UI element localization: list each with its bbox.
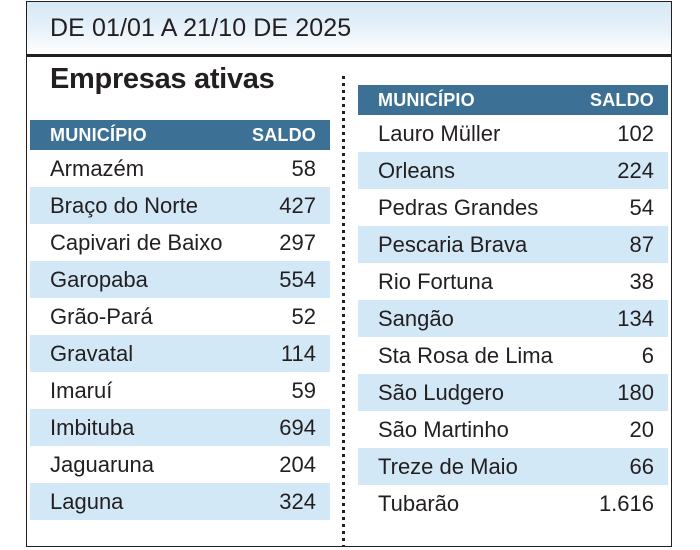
cell-saldo: 1.616 bbox=[598, 490, 654, 516]
table-left: MUNICÍPIO SALDO Armazém 58 Braço do Nort… bbox=[30, 120, 330, 520]
cell-municipio: Jaguaruna bbox=[50, 451, 154, 477]
cell-municipio: Treze de Maio bbox=[378, 453, 518, 479]
cell-municipio: Laguna bbox=[50, 488, 124, 514]
cell-municipio: Garopaba bbox=[50, 266, 148, 292]
cell-saldo: 66 bbox=[629, 453, 654, 479]
cell-saldo: 38 bbox=[629, 268, 654, 294]
cell-municipio: Pedras Grandes bbox=[378, 194, 539, 220]
table-row: Imbituba 694 bbox=[30, 409, 330, 446]
cell-saldo: 52 bbox=[291, 303, 316, 329]
column-header-municipio: MUNICÍPIO bbox=[378, 89, 475, 110]
table-row: Sta Rosa de Lima 6 bbox=[358, 337, 668, 374]
cell-saldo: 204 bbox=[279, 451, 316, 477]
table-row: Orleans 224 bbox=[358, 152, 668, 189]
cell-municipio: Imaruí bbox=[50, 377, 113, 403]
table-row: Tubarão 1.616 bbox=[358, 485, 668, 522]
cell-saldo: 20 bbox=[629, 416, 654, 442]
cell-saldo: 427 bbox=[279, 192, 316, 218]
table-row: Grão-Pará 52 bbox=[30, 298, 330, 335]
table-row: Imaruí 59 bbox=[30, 372, 330, 409]
cell-municipio: São Martinho bbox=[378, 416, 509, 442]
column-header-municipio: MUNICÍPIO bbox=[50, 124, 147, 145]
table-row: Pedras Grandes 54 bbox=[358, 189, 668, 226]
table-row: Jaguaruna 204 bbox=[30, 446, 330, 483]
cell-saldo: 554 bbox=[279, 266, 316, 292]
table-row: Laguna 324 bbox=[30, 483, 330, 520]
table-row: São Ludgero 180 bbox=[358, 374, 668, 411]
cell-saldo: 58 bbox=[291, 155, 316, 181]
cell-municipio: Sangão bbox=[378, 305, 454, 331]
cell-municipio: Orleans bbox=[378, 157, 456, 183]
cell-municipio: Imbituba bbox=[50, 414, 135, 440]
table-row: Sangão 134 bbox=[358, 300, 668, 337]
table-right: MUNICÍPIO SALDO Lauro Müller 102 Orleans… bbox=[358, 85, 668, 522]
cell-municipio: Gravatal bbox=[50, 340, 134, 366]
cell-municipio: Braço do Norte bbox=[50, 192, 198, 218]
page-title: Empresas ativas bbox=[50, 63, 275, 95]
cell-saldo: 59 bbox=[291, 377, 316, 403]
cell-saldo: 54 bbox=[629, 194, 654, 220]
table-row: Braço do Norte 427 bbox=[30, 187, 330, 224]
column-header-saldo: SALDO bbox=[252, 124, 316, 145]
cell-saldo: 6 bbox=[641, 342, 654, 368]
cell-saldo: 102 bbox=[617, 120, 654, 146]
table-row: Capivari de Baixo 297 bbox=[30, 224, 330, 261]
header-band bbox=[27, 2, 671, 55]
cell-municipio: Armazém bbox=[50, 155, 145, 181]
cell-municipio: Lauro Müller bbox=[378, 120, 501, 146]
table-row: Lauro Müller 102 bbox=[358, 115, 668, 152]
cell-municipio: Capivari de Baixo bbox=[50, 229, 223, 255]
cell-municipio: Grão-Pará bbox=[50, 303, 153, 329]
cell-saldo: 297 bbox=[279, 229, 316, 255]
table-row: Rio Fortuna 38 bbox=[358, 263, 668, 300]
cell-municipio: São Ludgero bbox=[378, 379, 504, 405]
cell-saldo: 114 bbox=[280, 340, 316, 366]
cell-saldo: 324 bbox=[279, 488, 316, 514]
cell-saldo: 134 bbox=[617, 305, 654, 331]
table-row: São Martinho 20 bbox=[358, 411, 668, 448]
cell-municipio: Sta Rosa de Lima bbox=[378, 342, 553, 368]
column-header-saldo: SALDO bbox=[590, 89, 654, 110]
table-row: Armazém 58 bbox=[30, 150, 330, 187]
cell-saldo: 224 bbox=[617, 157, 654, 183]
cell-municipio: Pescaria Brava bbox=[378, 231, 528, 257]
cell-municipio: Tubarão bbox=[378, 490, 460, 516]
table-left-header-row: MUNICÍPIO SALDO bbox=[30, 120, 330, 150]
table-row: Gravatal 114 bbox=[30, 335, 330, 372]
table-row: Treze de Maio 66 bbox=[358, 448, 668, 485]
period-label: DE 01/01 A 21/10 DE 2025 bbox=[50, 14, 352, 42]
table-right-header-row: MUNICÍPIO SALDO bbox=[358, 85, 668, 115]
table-row: Garopaba 554 bbox=[30, 261, 330, 298]
table-row: Pescaria Brava 87 bbox=[358, 226, 668, 263]
cell-saldo: 87 bbox=[629, 231, 654, 257]
cell-saldo: 694 bbox=[279, 414, 316, 440]
cell-municipio: Rio Fortuna bbox=[378, 268, 493, 294]
cell-saldo: 180 bbox=[617, 379, 654, 405]
column-divider bbox=[342, 76, 345, 546]
header-divider-rule bbox=[27, 54, 671, 57]
